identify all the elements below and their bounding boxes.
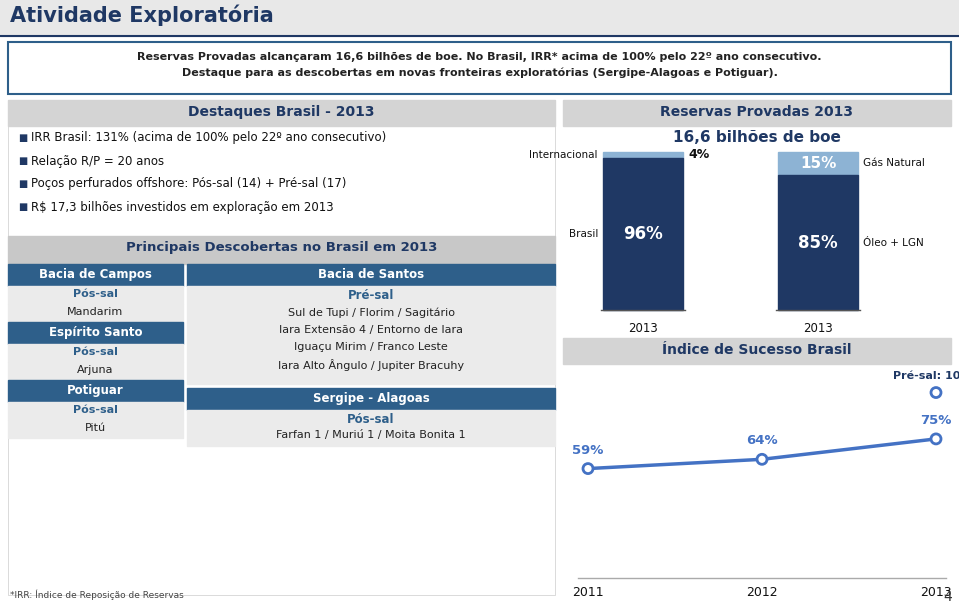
Text: Pós-sal: Pós-sal [73,289,118,299]
Text: Pré-sal: 100%: Pré-sal: 100% [893,371,959,380]
Text: 75%: 75% [921,414,951,427]
Text: Atividade Exploratória: Atividade Exploratória [10,5,273,26]
Text: Reservas Provadas alcançaram 16,6 bilhões de boe. No Brasil, IRR* acima de 100% : Reservas Provadas alcançaram 16,6 bilhõe… [137,52,822,62]
Bar [187,388,555,410]
Text: 2013: 2013 [921,586,952,599]
Text: Pós-sal: Pós-sal [73,347,118,357]
Bar [563,100,951,126]
Text: Espírito Santo: Espírito Santo [49,326,142,339]
Bar [8,322,183,344]
Text: Pós-sal: Pós-sal [73,405,118,415]
Text: 64%: 64% [746,435,778,447]
Bar [8,362,183,380]
Bar [8,344,183,362]
Text: Mandarim: Mandarim [67,307,124,317]
Text: 4%: 4% [688,148,710,162]
Bar [0,0,959,36]
Text: Destaques Brasil - 2013: Destaques Brasil - 2013 [188,105,375,119]
Bar [8,100,555,126]
Text: Pitú: Pitú [85,423,106,433]
Bar [8,286,183,304]
Text: 59%: 59% [573,444,603,457]
Bar [8,42,951,94]
Text: Principais Descobertas no Brasil em 2013: Principais Descobertas no Brasil em 2013 [126,241,437,254]
Text: Destaque para as descobertas em novas fronteiras exploratórias (Sergipe-Alagoas : Destaque para as descobertas em novas fr… [181,68,778,79]
Text: R$ 17,3 bilhões investidos em exploração em 2013: R$ 17,3 bilhões investidos em exploração… [31,201,334,213]
Text: Óleo + LGN: Óleo + LGN [863,237,924,248]
Circle shape [931,434,941,444]
Text: 96%: 96% [623,225,663,243]
Text: Sergipe - Alagoas: Sergipe - Alagoas [313,392,430,405]
Bar [8,402,183,420]
Text: Relação R/P = 20 anos: Relação R/P = 20 anos [31,154,164,168]
Text: Gás Natural: Gás Natural [863,159,924,168]
Text: Poços perfurados offshore: Pós-sal (14) + Pré-sal (17): Poços perfurados offshore: Pós-sal (14) … [31,177,346,191]
Text: Pré-sal: Pré-sal [348,289,394,302]
Bar [8,420,183,438]
Text: ■: ■ [18,156,27,166]
Bar [187,410,555,446]
Text: 2013: 2013 [628,322,658,335]
Bar [603,152,683,158]
Text: Brasil: Brasil [569,229,598,239]
Text: *IRR: Índice de Reposição de Reservas: *IRR: Índice de Reposição de Reservas [10,590,184,600]
Text: 4: 4 [944,590,952,601]
Text: Internacional: Internacional [529,150,598,160]
Bar [187,264,555,286]
Bar [8,236,555,264]
Text: Iara Extensão 4 / Entorno de Iara: Iara Extensão 4 / Entorno de Iara [279,325,463,335]
Text: 2012: 2012 [746,586,778,599]
Circle shape [931,388,941,397]
Circle shape [583,463,593,474]
Bar [8,100,555,595]
Text: Iara Alto Ângulo / Jupiter Bracuhy: Iara Alto Ângulo / Jupiter Bracuhy [278,359,464,371]
Bar [778,152,858,175]
Text: Iguaçu Mirim / Franco Leste: Iguaçu Mirim / Franco Leste [294,342,448,352]
Text: Farfan 1 / Muriú 1 / Moita Bonita 1: Farfan 1 / Muriú 1 / Moita Bonita 1 [276,430,466,440]
Bar [8,380,183,402]
Text: 15%: 15% [800,156,836,171]
Text: ■: ■ [18,179,27,189]
Text: Sul de Tupi / Florim / Sagitário: Sul de Tupi / Florim / Sagitário [288,308,455,319]
Bar [187,286,555,384]
Bar [563,338,951,364]
Text: Potiguar: Potiguar [67,384,124,397]
Text: 85%: 85% [798,234,838,251]
Text: Pós-sal: Pós-sal [347,413,395,426]
Text: ■: ■ [18,133,27,143]
Text: Arjuna: Arjuna [78,365,114,375]
Text: Bacia de Campos: Bacia de Campos [39,268,152,281]
Text: 2013: 2013 [803,322,832,335]
Text: Reservas Provadas 2013: Reservas Provadas 2013 [661,105,854,119]
Bar [778,175,858,310]
Text: 16,6 bilhões de boe: 16,6 bilhões de boe [673,130,841,145]
Text: 2011: 2011 [573,586,604,599]
Text: ■: ■ [18,202,27,212]
Bar [8,304,183,322]
Circle shape [757,454,767,465]
Bar [603,158,683,310]
Text: IRR Brasil: 131% (acima de 100% pelo 22º ano consecutivo): IRR Brasil: 131% (acima de 100% pelo 22º… [31,132,386,144]
Text: Índice de Sucesso Brasil: Índice de Sucesso Brasil [663,343,852,357]
Text: Bacia de Santos: Bacia de Santos [318,268,424,281]
Bar [8,264,183,286]
